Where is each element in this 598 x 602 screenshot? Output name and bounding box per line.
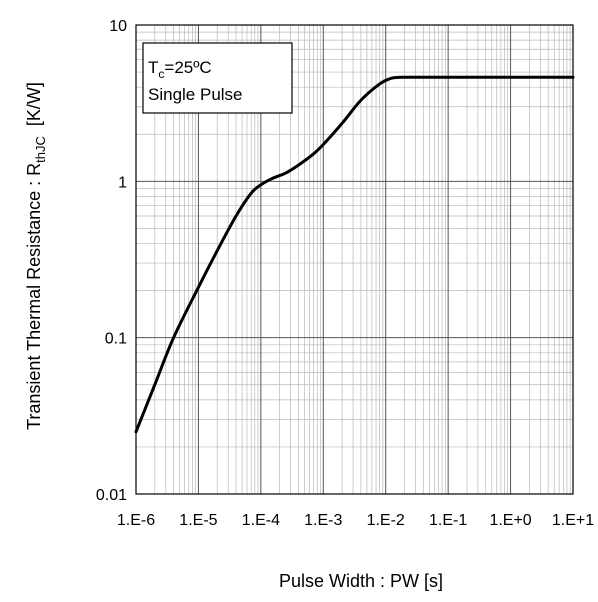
series-line-thermal-resistance — [134, 75, 575, 434]
x-tick-label: 1.E-4 — [242, 512, 280, 529]
x-tick-label: 1.E-3 — [304, 512, 342, 529]
y-tick-label: 1 — [118, 174, 127, 191]
x-tick-label: 1.E-6 — [117, 512, 155, 529]
y-tick-labels: 0.01 0.1 1 10 — [96, 18, 127, 504]
y-tick-label: 0.1 — [105, 331, 127, 348]
x-tick-label: 1.E-2 — [367, 512, 405, 529]
x-tick-labels: 1.E-6 1.E-5 1.E-4 1.E-3 1.E-2 1.E-1 1.E+0 1.E+1 — [117, 512, 594, 529]
x-tick-label: 1.E-1 — [429, 512, 467, 529]
y-axis-label: Transient Thermal Resistance : RthJC[K/W… — [24, 82, 48, 430]
x-tick-label: 1.E+0 — [489, 512, 531, 529]
annotation-line2: Single Pulse — [148, 85, 243, 104]
annotation-box: Tc=25ºC Single Pulse — [142, 42, 293, 114]
y-tick-label: 10 — [109, 18, 127, 35]
x-tick-label: 1.E-5 — [179, 512, 217, 529]
x-axis-label: Pulse Width : PW [s] — [279, 571, 443, 591]
y-tick-label: 0.01 — [96, 487, 127, 504]
annotation-line1: Tc=25ºC — [148, 58, 212, 81]
x-tick-label: 1.E+1 — [552, 512, 594, 529]
plot-area-frame — [135, 24, 574, 495]
